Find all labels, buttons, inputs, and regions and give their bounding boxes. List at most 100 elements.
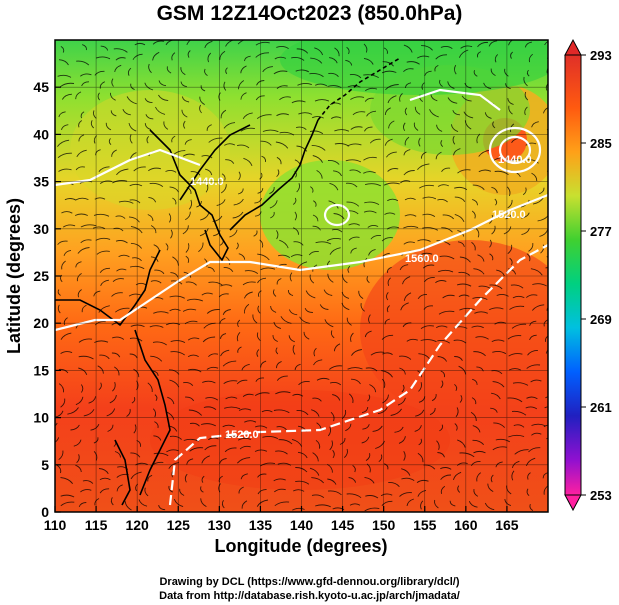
x-tick-label: 135 [249,517,273,533]
streamline-segment [406,498,414,506]
streamline-segment [93,437,99,444]
streamline-segment [384,318,390,325]
streamline-segment [496,269,505,277]
streamline-segment [417,163,430,170]
streamline-segment [345,159,362,163]
streamline-segment [418,137,421,147]
streamline-segment [243,157,253,167]
streamline-segment [135,282,147,286]
streamline-segment [315,241,332,245]
streamline-segment [452,471,462,481]
streamline-segment [526,364,541,369]
streamline-segment [220,333,227,339]
streamline-segment [459,452,475,458]
streamline-segment [470,411,477,422]
streamline-segment [304,308,313,313]
streamline-segment [114,64,122,72]
streamline-segment [422,196,437,200]
streamline-segment [454,196,466,202]
streamline-segment [363,57,374,65]
streamline-segment [240,65,247,74]
streamline-segment [257,188,264,194]
streamline-segment [419,94,423,102]
streamline-segment [508,368,522,371]
streamline-segment [200,85,206,92]
streamline-segment [133,424,137,434]
streamline-segment [185,281,197,286]
streamline-segment [291,100,306,104]
streamline-segment [241,500,248,509]
streamline-segment [440,45,453,49]
streamline-segment [537,215,548,222]
streamline-segment [180,81,187,88]
streamline-segment [431,394,437,402]
streamline-segment [314,47,324,56]
streamline-segment [110,110,117,117]
streamline-segment [294,211,297,221]
streamline-segment [528,447,541,453]
y-tick-label: 40 [33,126,49,142]
streamline-segment [67,407,79,415]
streamline-segment [403,44,413,53]
streamline-segment [327,490,342,496]
streamline-segment [82,480,94,484]
streamline-segment [329,182,339,191]
streamline-segment [184,139,192,145]
streamline-segment [420,500,424,510]
streamline-segment [295,480,310,485]
streamline-segment [291,57,305,61]
streamline-segment [315,504,331,508]
streamline-segment [435,280,447,284]
streamline-segment [189,422,200,427]
streamline-segment [491,186,498,194]
streamline-segment [546,128,548,131]
streamline-segment [75,396,84,406]
streamline-segment [420,339,437,343]
streamline-segment [472,378,478,385]
streamline-segment [381,237,393,242]
streamline-segment [185,396,195,402]
streamline-segment [115,215,126,219]
streamline-segment [315,439,321,449]
streamline-segment [225,256,231,265]
streamline-segment [98,382,102,391]
streamline-segment [508,353,523,357]
streamline-segment [437,339,451,344]
streamline-segment [472,184,485,191]
streamline-segment [364,183,382,187]
streamline-segment [276,375,288,381]
streamline-segment [126,96,137,105]
streamline-segment [97,92,100,101]
streamline-segment [545,349,548,354]
streamline-segment [115,240,128,244]
streamline-segment [237,188,244,195]
x-axis-ticks: 110 115 120 125 130 135 140 145 150 155 160 165 [44,506,519,533]
streamline-segment [60,494,75,498]
streamline-segment [298,112,313,115]
streamline-segment [98,166,110,172]
streamline-segment [75,464,82,473]
streamline-segment [362,424,370,430]
y-tick-label: 20 [33,315,49,331]
streamline-segment [361,406,369,414]
streamline-segment [402,276,411,285]
streamline-segment [276,113,289,117]
streamline-segment [526,488,530,497]
streamline-segment [349,503,361,506]
streamline-segment [96,250,110,255]
streamline-segment [381,70,397,74]
streamline-segment [256,499,269,507]
streamline-segment [440,467,452,470]
streamline-segment [489,239,492,248]
streamline-segment [183,381,194,386]
streamline-segment [274,488,286,493]
streamline-segment [170,272,179,278]
streamline-segment [109,92,116,101]
streamline-segment [292,507,305,511]
x-tick-label: 120 [125,517,149,533]
streamline-segment [75,166,85,171]
streamline-segment [297,83,312,86]
streamline-segment [279,239,289,249]
streamline-segment [128,293,141,297]
streamline-segment [81,81,90,87]
